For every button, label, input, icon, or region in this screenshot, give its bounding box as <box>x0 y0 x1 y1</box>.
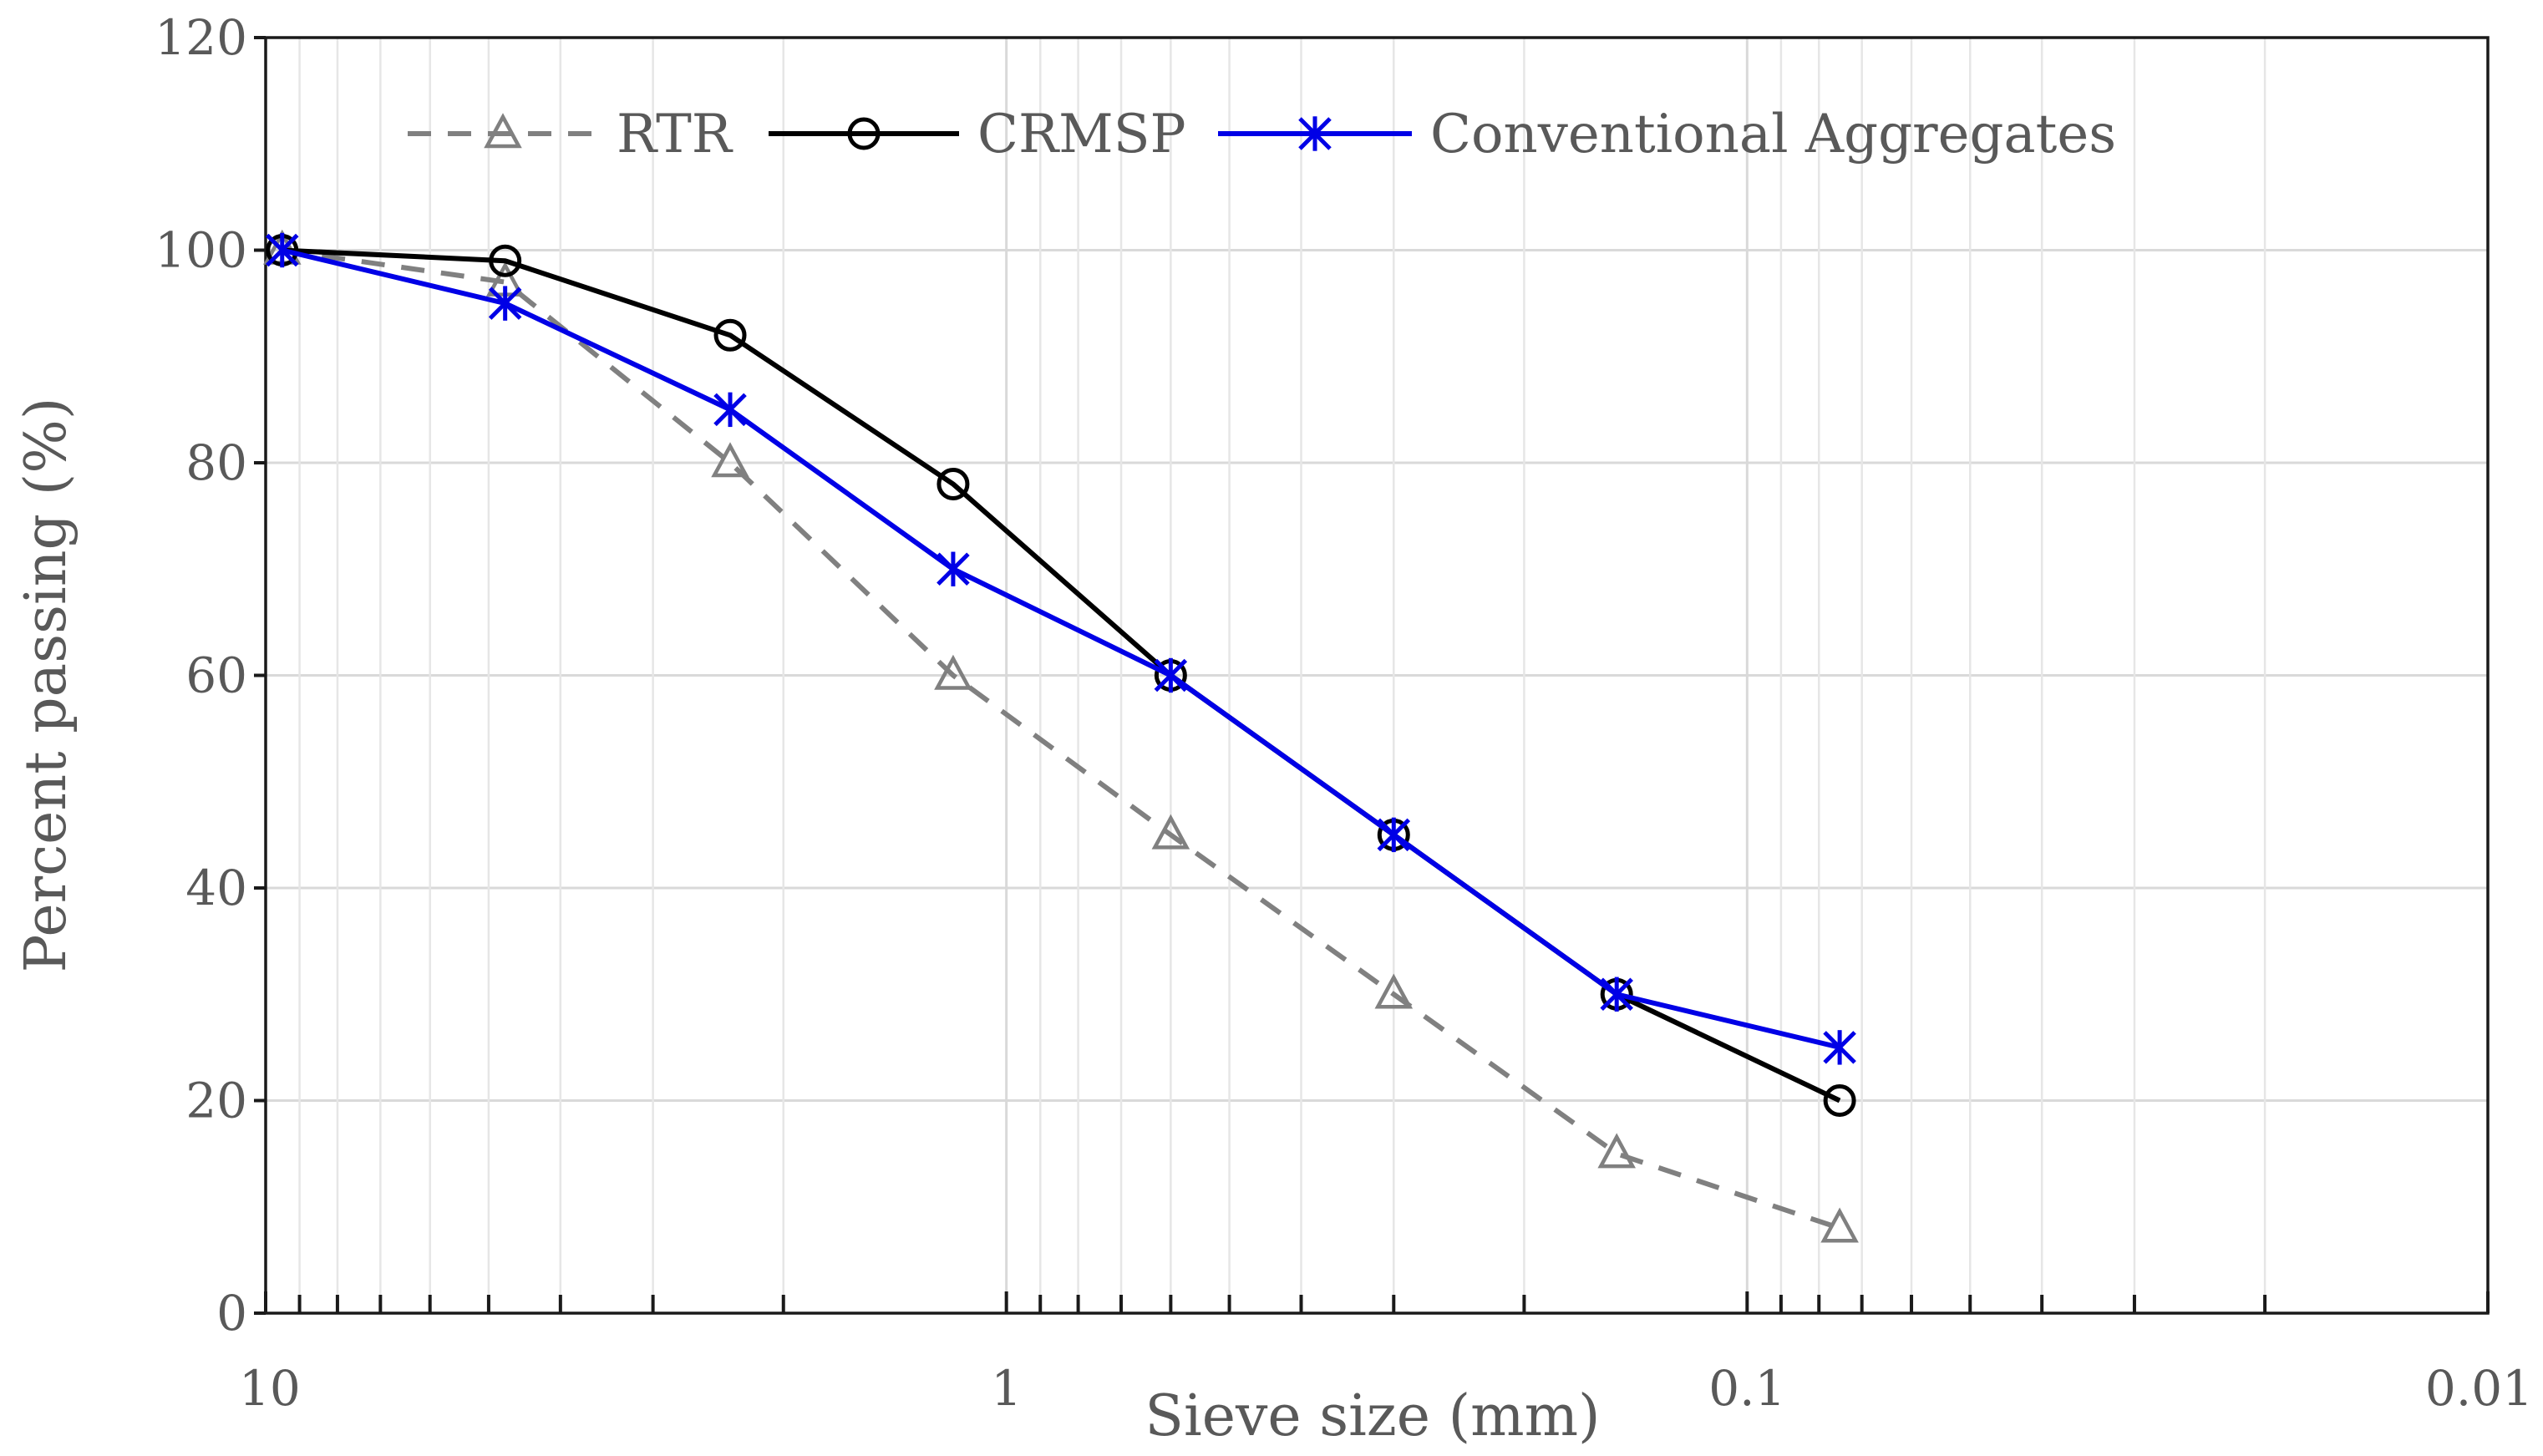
data-point <box>1377 817 1411 853</box>
legend-label-conventional-aggregates: Conventional Aggregates <box>1430 104 2116 165</box>
data-point <box>1151 814 1190 850</box>
plot-frame <box>264 36 2490 1315</box>
data-point <box>1600 977 1633 1012</box>
x-tick-label: 10 <box>239 1360 301 1417</box>
data-point <box>936 551 970 586</box>
data-point <box>711 442 749 478</box>
legend-marker-conventional-aggregates <box>1298 116 1332 151</box>
data-point <box>1154 657 1188 693</box>
legend-marker-shape <box>1298 116 1332 151</box>
y-tick-label: 20 <box>185 1073 247 1129</box>
legend: RTR CRMSP Conventional Aggregates <box>408 104 2116 165</box>
data-point <box>1374 973 1414 1009</box>
data-point <box>1823 1030 1856 1065</box>
legend-marker-shape <box>484 113 522 149</box>
x-axis-title: Sieve size (mm) <box>1145 1383 1600 1449</box>
y-tick-label: 100 <box>155 222 247 279</box>
y-tick-label: 120 <box>155 9 247 66</box>
series-line <box>282 247 1840 1050</box>
y-tick-label: 60 <box>185 647 247 704</box>
series-rtr <box>262 229 1859 1243</box>
data-point <box>265 232 299 268</box>
series-conventional-aggregates <box>265 232 1856 1065</box>
data-point <box>1823 1084 1856 1117</box>
data-point <box>1597 1133 1636 1169</box>
data-point <box>936 467 970 500</box>
legend-marker-rtr <box>484 113 522 149</box>
series-line <box>282 247 1841 1231</box>
tick-labels: 0 20 40 60 80 100 120 10 1 0.1 0.01 <box>155 9 2533 1417</box>
y-axis-title: Percent passing (%) <box>13 398 79 973</box>
legend-label-crmsp: CRMSP <box>977 104 1186 165</box>
grid <box>266 38 2488 1313</box>
y-tick-label: 40 <box>185 860 247 916</box>
x-tick-label: 1 <box>991 1360 1022 1417</box>
legend-marker-shape <box>847 117 881 150</box>
data-point <box>1820 1207 1859 1243</box>
x-tick-label: 0.1 <box>1708 1360 1785 1417</box>
legend-label-rtr: RTR <box>617 104 733 165</box>
data-point <box>934 654 972 690</box>
y-tick-label: 80 <box>185 434 247 491</box>
series-layer <box>262 229 1859 1243</box>
data-point <box>713 318 747 352</box>
data-point <box>489 244 522 277</box>
data-point <box>713 392 747 428</box>
data-point <box>488 286 522 321</box>
x-tick-label: 0.01 <box>2425 1360 2533 1417</box>
legend-marker-crmsp <box>847 117 881 150</box>
y-tick-label: 0 <box>216 1285 247 1342</box>
